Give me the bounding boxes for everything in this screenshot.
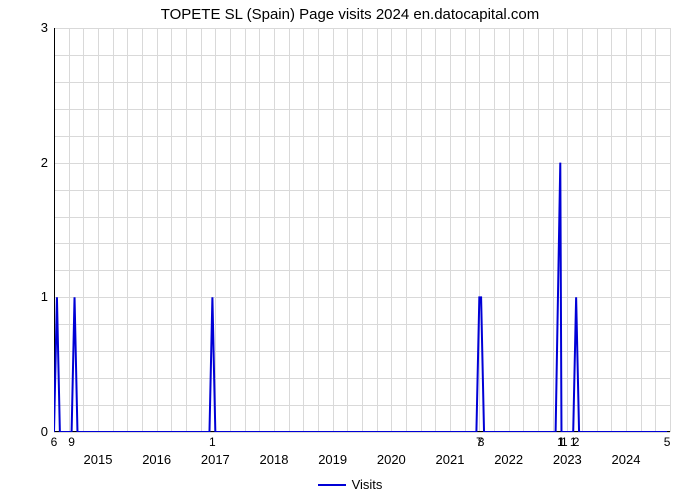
legend: Visits <box>0 476 700 492</box>
data-point-label: 1 <box>209 435 216 449</box>
data-point-label: 9 <box>68 435 75 449</box>
x-tick-label: 2020 <box>377 452 406 467</box>
x-tick-label: 2015 <box>84 452 113 467</box>
series-line <box>54 28 670 432</box>
legend-swatch <box>318 484 346 486</box>
x-tick-label: 2018 <box>260 452 289 467</box>
data-point-label: 2 <box>573 435 580 449</box>
y-tick-label: 3 <box>18 20 48 35</box>
data-point-label: 5 <box>664 435 671 449</box>
data-point-label: 6 <box>51 435 58 449</box>
y-tick-label: 1 <box>18 289 48 304</box>
data-point-label: 1 <box>561 435 568 449</box>
chart-container: TOPETE SL (Spain) Page visits 2024 en.da… <box>0 0 700 500</box>
x-tick-label: 2021 <box>436 452 465 467</box>
gridline-h <box>54 432 670 433</box>
y-tick-label: 0 <box>18 424 48 439</box>
x-tick-label: 2016 <box>142 452 171 467</box>
x-tick-label: 2017 <box>201 452 230 467</box>
x-tick-label: 2019 <box>318 452 347 467</box>
data-point-label: 8 <box>478 435 485 449</box>
x-tick-label: 2022 <box>494 452 523 467</box>
chart-title: TOPETE SL (Spain) Page visits 2024 en.da… <box>0 6 700 23</box>
plot-area <box>54 28 670 432</box>
legend-label: Visits <box>352 477 383 492</box>
y-tick-label: 2 <box>18 155 48 170</box>
x-tick-label: 2024 <box>612 452 641 467</box>
gridline-v <box>670 28 671 432</box>
x-tick-label: 2023 <box>553 452 582 467</box>
